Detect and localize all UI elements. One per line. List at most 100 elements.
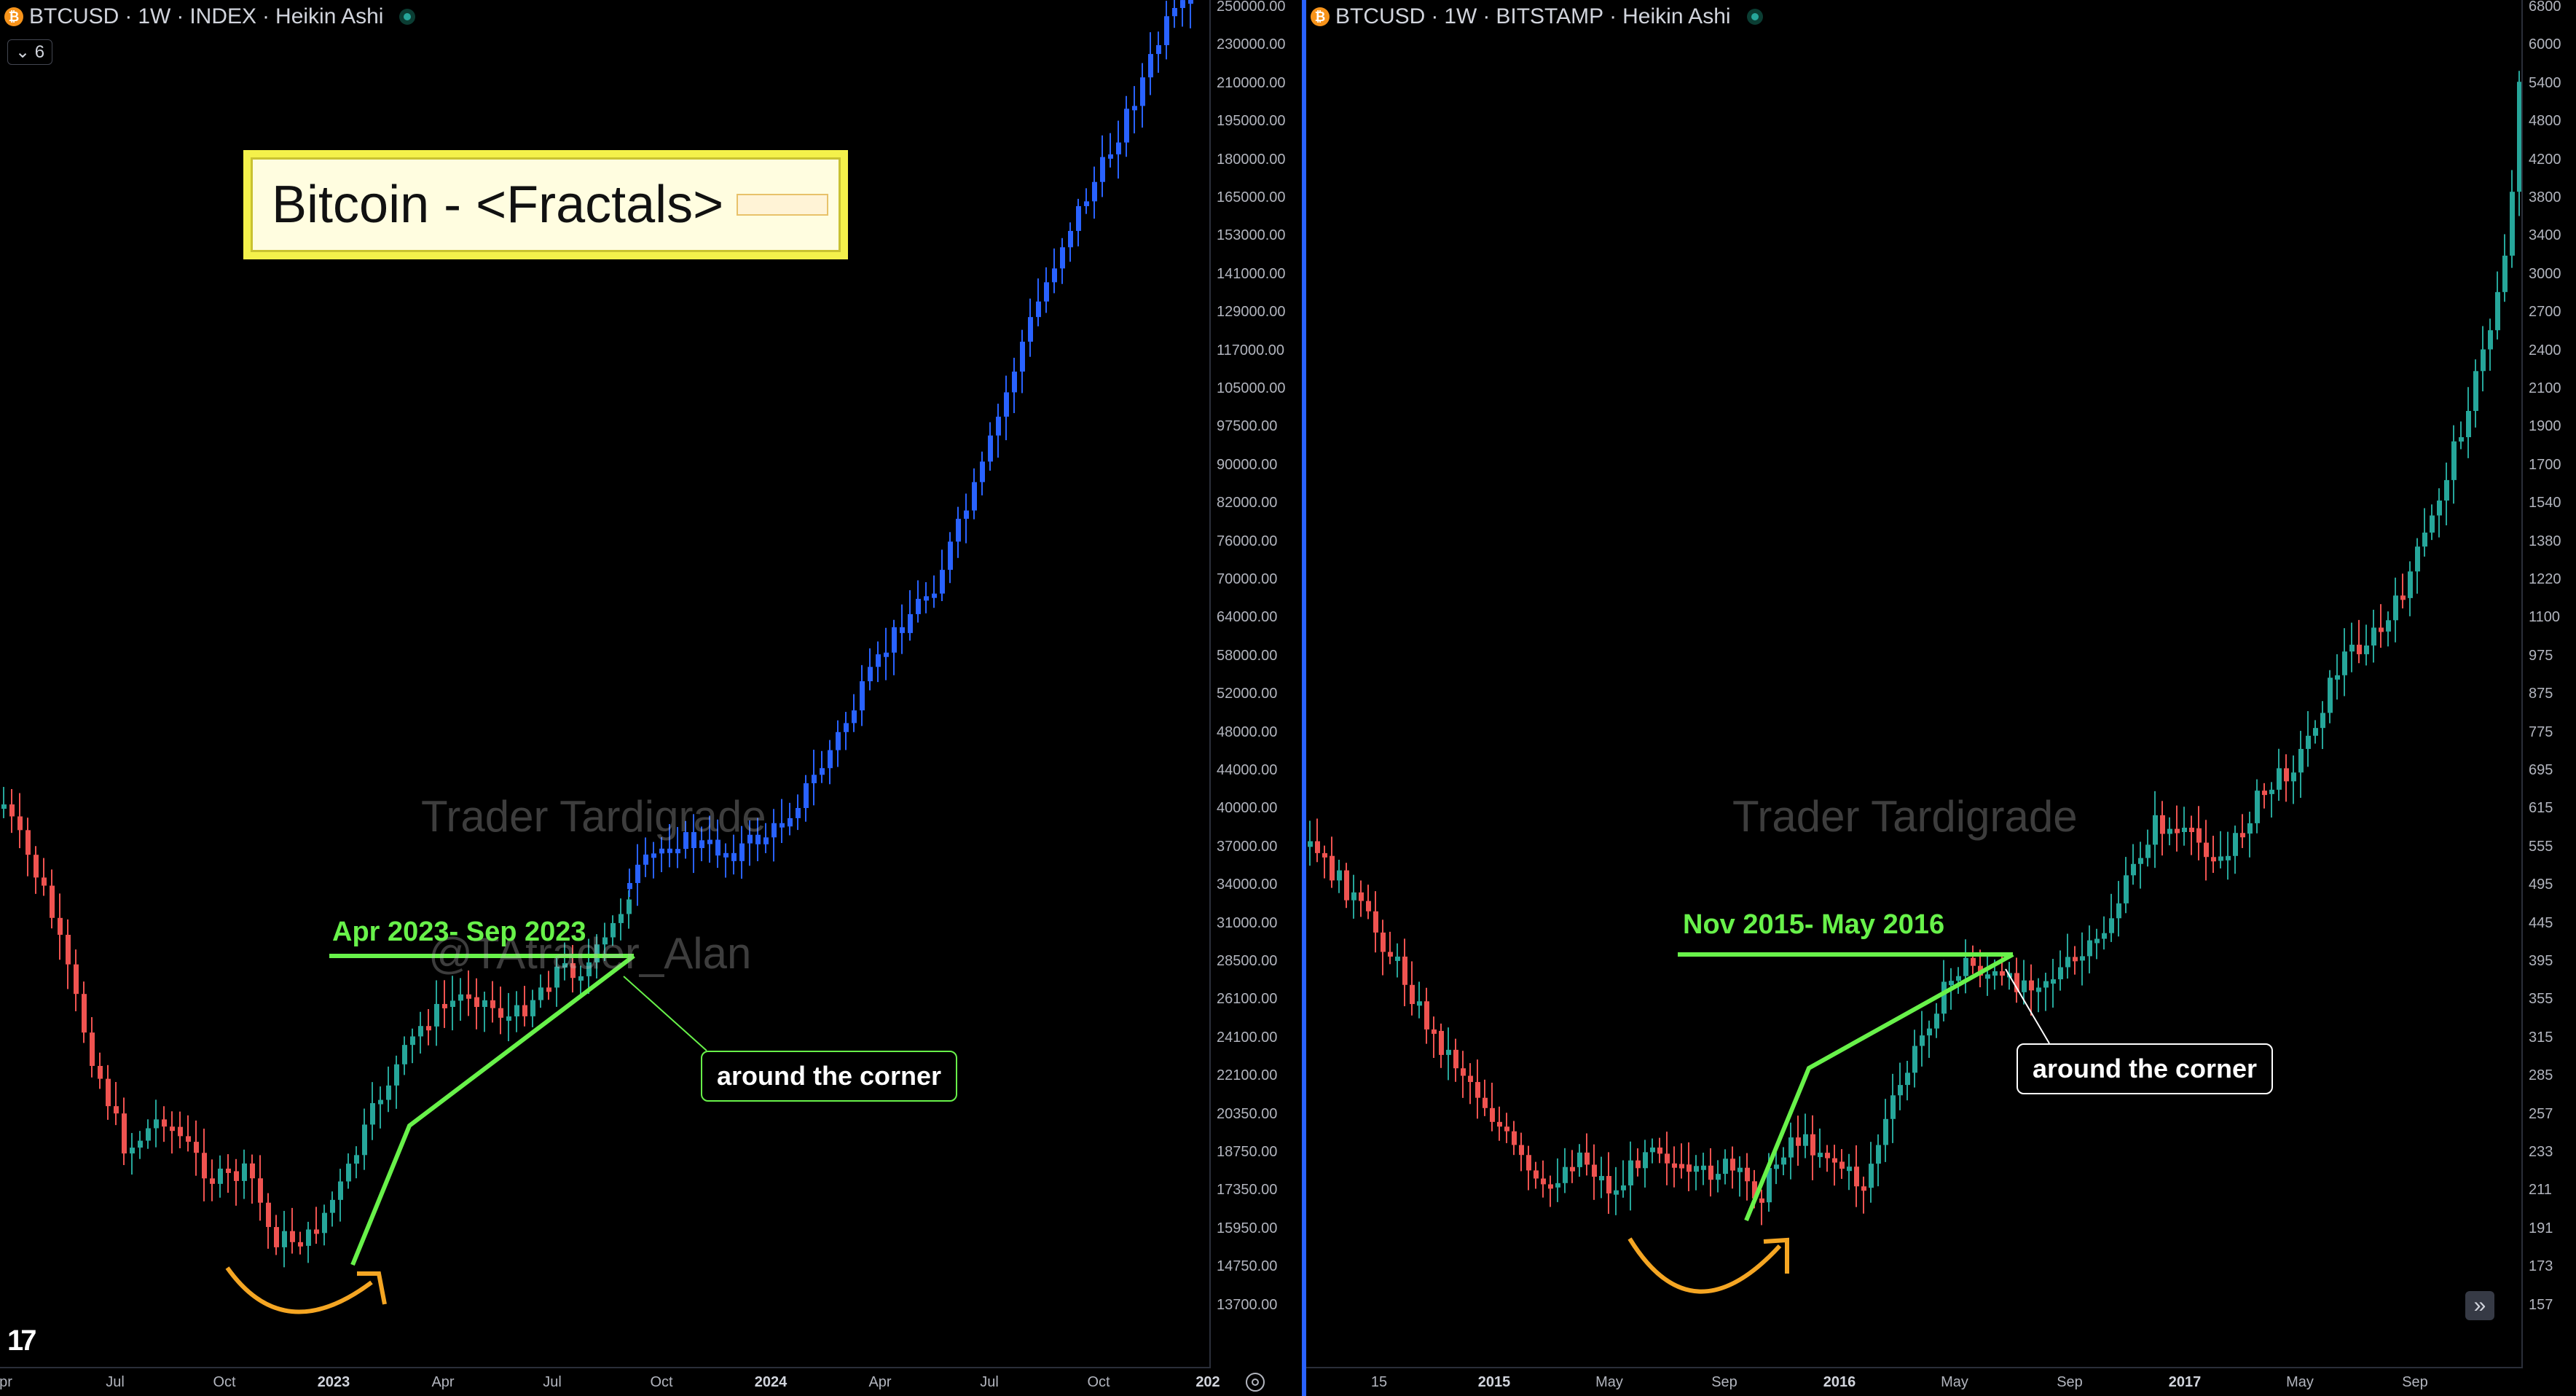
candle-body [1461, 1068, 1466, 1076]
candle-body [1490, 1107, 1495, 1122]
price-tick-label: 6800 [2529, 0, 2561, 15]
candle-body [1730, 1158, 1735, 1171]
candle-body [1861, 1186, 1866, 1191]
candle-body [2087, 940, 2092, 957]
candle-body [1708, 1165, 1713, 1180]
time-axis[interactable]: 15 2015 May Sep 2016 May Sep 2017 May Sep [1306, 1367, 2521, 1396]
candle-body [956, 519, 961, 542]
price-tick-label: 5400 [2529, 74, 2561, 91]
candle-body [1188, 0, 1193, 4]
candle-body [418, 1026, 423, 1037]
candle-body [586, 962, 592, 976]
candle-body [1076, 205, 1081, 231]
candle-body [2109, 918, 2114, 933]
price-tick-label: 355 [2529, 991, 2553, 1008]
price-tick-label: 105000.00 [1217, 380, 1286, 396]
candle-body [506, 1016, 511, 1021]
candle-body [1, 804, 7, 809]
candle-body [242, 1163, 247, 1181]
tradingview-logo[interactable]: 17 [7, 1325, 36, 1357]
candle-body [1497, 1121, 1502, 1127]
price-tick-label: 157 [2529, 1296, 2553, 1313]
callout-pointer [2005, 968, 2050, 1044]
trader-logo-icon [737, 194, 829, 216]
candle-body [402, 1045, 407, 1064]
price-tick-label: 173 [2529, 1258, 2553, 1275]
time-tick-label: Jul [543, 1374, 562, 1390]
right-chart-plot[interactable] [1306, 0, 2521, 1368]
indicators-collapse-button[interactable]: ⌄ 6 [7, 39, 53, 65]
candle-body [594, 944, 600, 962]
left-chart-plot[interactable] [0, 0, 1209, 1368]
price-tick-label: 117000.00 [1217, 342, 1285, 358]
chart-title: Bitcoin - <Fractals> [272, 176, 724, 234]
price-tick-label: 6000 [2529, 36, 2561, 53]
candle-body [627, 882, 632, 890]
candle-body [747, 834, 753, 844]
candle-body [1432, 1029, 1437, 1034]
price-tick-label: 3000 [2529, 265, 2561, 282]
candle-body [554, 966, 559, 988]
price-tick-label: 48000.00 [1217, 724, 1278, 740]
price-axis[interactable]: 6800 6000 5400 4800 4200 3800 3400 3000 2700 2400… [2521, 0, 2576, 1368]
candle-body [1825, 1153, 1830, 1158]
candle-body [1180, 0, 1185, 8]
candle-body [1883, 1118, 1888, 1145]
candle-body [562, 962, 568, 968]
candle-body [972, 482, 977, 511]
bottom-arc-arrowhead [1763, 1237, 1789, 1274]
candle-body [1116, 142, 1121, 154]
candle-body [1781, 1157, 1786, 1165]
candle-body [1534, 1170, 1539, 1179]
candle-body [876, 654, 881, 667]
candle-body [298, 1242, 303, 1247]
legend-exchange: INDEX [189, 4, 257, 28]
right-chart-legend[interactable]: ₿ BTCUSD · 1W · BITSTAMP · Heikin Ashi [1311, 4, 1763, 29]
candle-body [410, 1036, 415, 1046]
candle-body [731, 852, 737, 861]
candle-body [434, 1003, 439, 1027]
candle-body [1585, 1152, 1590, 1165]
legend-exchange: BITSTAMP [1496, 4, 1604, 28]
candle-body [2386, 620, 2391, 632]
candle-body [1108, 154, 1113, 159]
time-axis[interactable]: pr Jul Oct 2023 Apr Jul Oct 2024 Apr Jul Oct 202 [0, 1367, 1220, 1396]
bottom-arc [225, 1266, 373, 1314]
candle-body [514, 1005, 519, 1016]
candle-body [1818, 1153, 1823, 1158]
candle-body [1912, 1046, 1917, 1073]
right-chart-pane[interactable]: ₿ BTCUSD · 1W · BITSTAMP · Heikin Ashi T… [1306, 0, 2576, 1396]
candle-body [1164, 16, 1169, 45]
price-tick-label: 22100.00 [1217, 1067, 1278, 1084]
candle-body [755, 834, 761, 844]
price-tick-label: 13700.00 [1217, 1296, 1278, 1313]
candle-body [1373, 911, 1378, 933]
candle-body [578, 976, 584, 981]
period-label: Apr 2023- Sep 2023 [332, 917, 586, 947]
candle-body [884, 652, 889, 657]
settings-icon[interactable] [1246, 1373, 1265, 1392]
price-axis[interactable]: 250000.00 230000.00 210000.00 195000.00 1800… [1209, 0, 1302, 1368]
left-chart-pane[interactable]: ₿ BTCUSD · 1W · INDEX · Heikin Ashi ⌄ 6 … [0, 0, 1302, 1396]
candle-body [82, 994, 87, 1033]
left-chart-legend[interactable]: ₿ BTCUSD · 1W · INDEX · Heikin Ashi [4, 4, 416, 29]
candle-body [1665, 1153, 1670, 1164]
candle-body [2036, 987, 2041, 992]
candle-body [1337, 870, 1342, 881]
candle-body [2277, 768, 2282, 790]
candle-body [1985, 974, 1990, 979]
pane-divider[interactable] [1302, 0, 1306, 1396]
candle-body [1614, 1190, 1619, 1195]
candle-body [2422, 532, 2427, 547]
candle-body [1716, 1174, 1721, 1180]
candle-body [2102, 933, 2107, 939]
candle-body [1012, 371, 1017, 393]
price-tick-label: 775 [2529, 724, 2553, 740]
candle-body [266, 1202, 271, 1228]
support-trendline [350, 954, 635, 1266]
candle-body [1752, 1181, 1757, 1199]
candle-body [1701, 1165, 1706, 1170]
candle-body [916, 598, 921, 614]
legend-style: Heikin Ashi [1622, 4, 1731, 28]
scroll-to-realtime-icon[interactable]: » [2465, 1291, 2494, 1320]
